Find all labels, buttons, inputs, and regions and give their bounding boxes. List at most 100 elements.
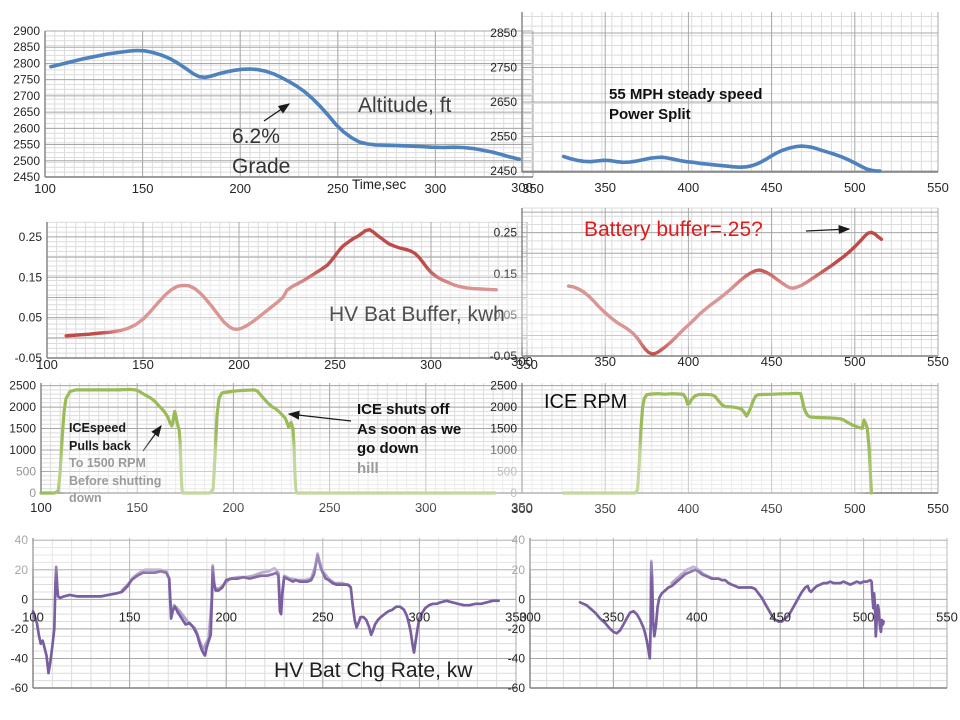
hv-chg-left-x-tick: 150 [119,609,141,624]
hv-bat-buffer-left-y-tick: 0.15 [19,270,43,284]
ice-pullback-annotation: ICEspeed Pulls back To 1500 RPM Before s… [69,420,161,508]
altitude-left-x-tick: 100 [34,181,56,196]
power-split-annotation: 55 MPH steady speed Power Split [609,85,762,125]
hv-chg-right-x-tick: 300 [519,609,541,624]
altitude-left-y-tick: 2500 [13,154,40,168]
grade-line2: Grade [232,155,291,178]
hv-chg-left-y-tick: -20 [11,622,29,636]
altitude-left-y-tick: 2750 [13,73,40,87]
altitude-left-x-tick: 300 [425,181,447,196]
battery-buffer-annotation: Battery buffer=.25? [584,218,763,241]
ice-shutoff-annotation: ICE shuts off As soon as we go down hill [357,400,461,478]
power-split-right-x-tick: 350 [594,180,616,195]
hv-chg-right-y-tick: 0 [518,592,525,606]
hv-bat-buffer-left-x-tick: 100 [36,357,58,372]
ice-rpm-left-y-tick: 2500 [9,379,36,393]
altitude-left-x-tick: 350 [522,181,544,196]
ice-rpm-left-x-tick: 250 [319,500,341,515]
ice-rpm-left-x-tick: 300 [415,500,437,515]
ice-rpm-left-x-tick: 150 [126,500,148,515]
hv-chg-right-chg-rate-series [578,561,885,660]
power-split-right-y-tick: 2550 [490,129,517,143]
ice-rpm-right-x-tick: 550 [927,501,949,516]
power-split-right-y-tick: 2850 [490,26,517,40]
ice-rpm-left-y-tick: 500 [16,465,36,479]
hv-chg-left-y-tick: 40 [15,533,29,547]
hv-bat-chg-rate-label: HV Bat Chg Rate, kw [274,659,473,682]
shutoff-line3: go down [357,440,419,457]
ice-rpm-left-y-tick: 1500 [9,422,36,436]
annotation-arrow [263,103,291,122]
ice-rpm-right-y-tick: 1500 [490,422,517,436]
altitude-left-chart: 2900 2850 2800 2750 2700 2650 2600 2550 2500 2450… [13,24,544,196]
hv-chg-right-y-tick: -40 [508,651,526,665]
altitude-left-y-tick: 2550 [13,138,40,152]
altitude-left-x-tick: 150 [132,181,154,196]
hv-chg-left-x-tick: 100 [22,609,44,624]
hv-chg-right-y-tick: 40 [512,533,526,547]
hv-bat-buffer-left-hv-bat-buffer-series [64,227,498,338]
pullback-line1: ICEspeed [69,421,126,435]
battery-buffer-right-x-tick: 300 [511,354,533,369]
ice-rpm-title: ICE RPM [544,391,628,413]
battery-buffer-right-y-tick: 0.05 [494,308,518,322]
ice-rpm-right-y-tick: 2000 [490,400,517,414]
altitude-left-y-tick: 2600 [13,121,40,135]
hv-chg-right-y-tick: 20 [512,563,526,577]
annotation-arrow [287,410,352,422]
power-split-right-y-tick: 2450 [490,164,517,178]
battery-buffer-right-x-tick: 450 [761,354,783,369]
hv-chg-left-y-tick: 0 [21,592,28,606]
altitude-axis-title: Altitude, ft [358,94,452,117]
battery-buffer-right-x-tick: 400 [678,354,700,369]
battery-buffer-right-x-tick: 550 [927,354,949,369]
hv-chg-left-y-tick: -60 [11,681,29,695]
altitude-left-y-tick: 2850 [13,40,40,54]
power-split-right-x-tick: 500 [844,180,866,195]
ice-rpm-right-y-tick: 2500 [490,379,517,393]
pullback-line4: Before shutting [69,473,162,488]
power-split-right-x-tick: 550 [927,180,949,195]
time-axis-title: Time,sec [352,177,407,192]
hv-chg-left-y-tick: 20 [15,563,29,577]
hv-bat-buffer-left-x-tick: 200 [228,357,250,372]
hv-chg-left-x-tick: 200 [215,609,237,624]
hv-chg-left-x-tick: 350 [505,609,527,624]
battery-buffer-right-x-tick: 500 [844,354,866,369]
altitude-left-y-tick: 2700 [13,89,40,103]
hv-bat-buffer-left-y-tick: 0.25 [19,230,43,244]
ice-rpm-right-x-tick: 300 [511,501,533,516]
ice-rpm-right-x-tick: 450 [761,501,783,516]
ice-rpm-right-y-tick: 500 [497,465,517,479]
hv-chg-right-x-tick: 450 [769,609,791,624]
shutoff-line4: hill [357,459,379,477]
hv-bat-buffer-left-x-tick: 300 [420,357,442,372]
altitude-left-altitude-series [49,48,522,161]
ice-rpm-right-y-tick: 1000 [490,443,517,457]
hv-chg-right-x-tick: 550 [936,609,958,624]
ice-rpm-right-y-tick: 0 [510,486,517,500]
altitude-left-y-tick: 2450 [13,170,40,184]
battery-buffer-right-hv-bat-buffer-series [566,230,884,356]
shutoff-line1: ICE shuts off [357,401,450,418]
battery-buffer-right-y-tick: 0.25 [494,226,518,240]
power-split-right-y-tick: 2750 [490,61,517,75]
pullback-line2: Pulls back [69,438,131,453]
hv-bat-buffer-left-x-tick: 250 [324,357,346,372]
ice-rpm-left-x-tick: 200 [223,500,245,515]
ice-rpm-left-ice-rpm-series [39,387,497,495]
ice-rpm-left-y-tick: 0 [29,486,36,500]
ice-rpm-right-x-tick: 350 [594,501,616,516]
hv-chg-right-x-tick: 350 [603,609,625,624]
hv-chg-right-y-tick: -20 [508,622,526,636]
altitude-left-x-tick: 200 [229,181,251,196]
hv-chg-left-chg-rate-series [31,553,500,675]
speed-line2: Power Split [609,106,691,123]
altitude-left-y-tick: 2900 [13,24,40,38]
